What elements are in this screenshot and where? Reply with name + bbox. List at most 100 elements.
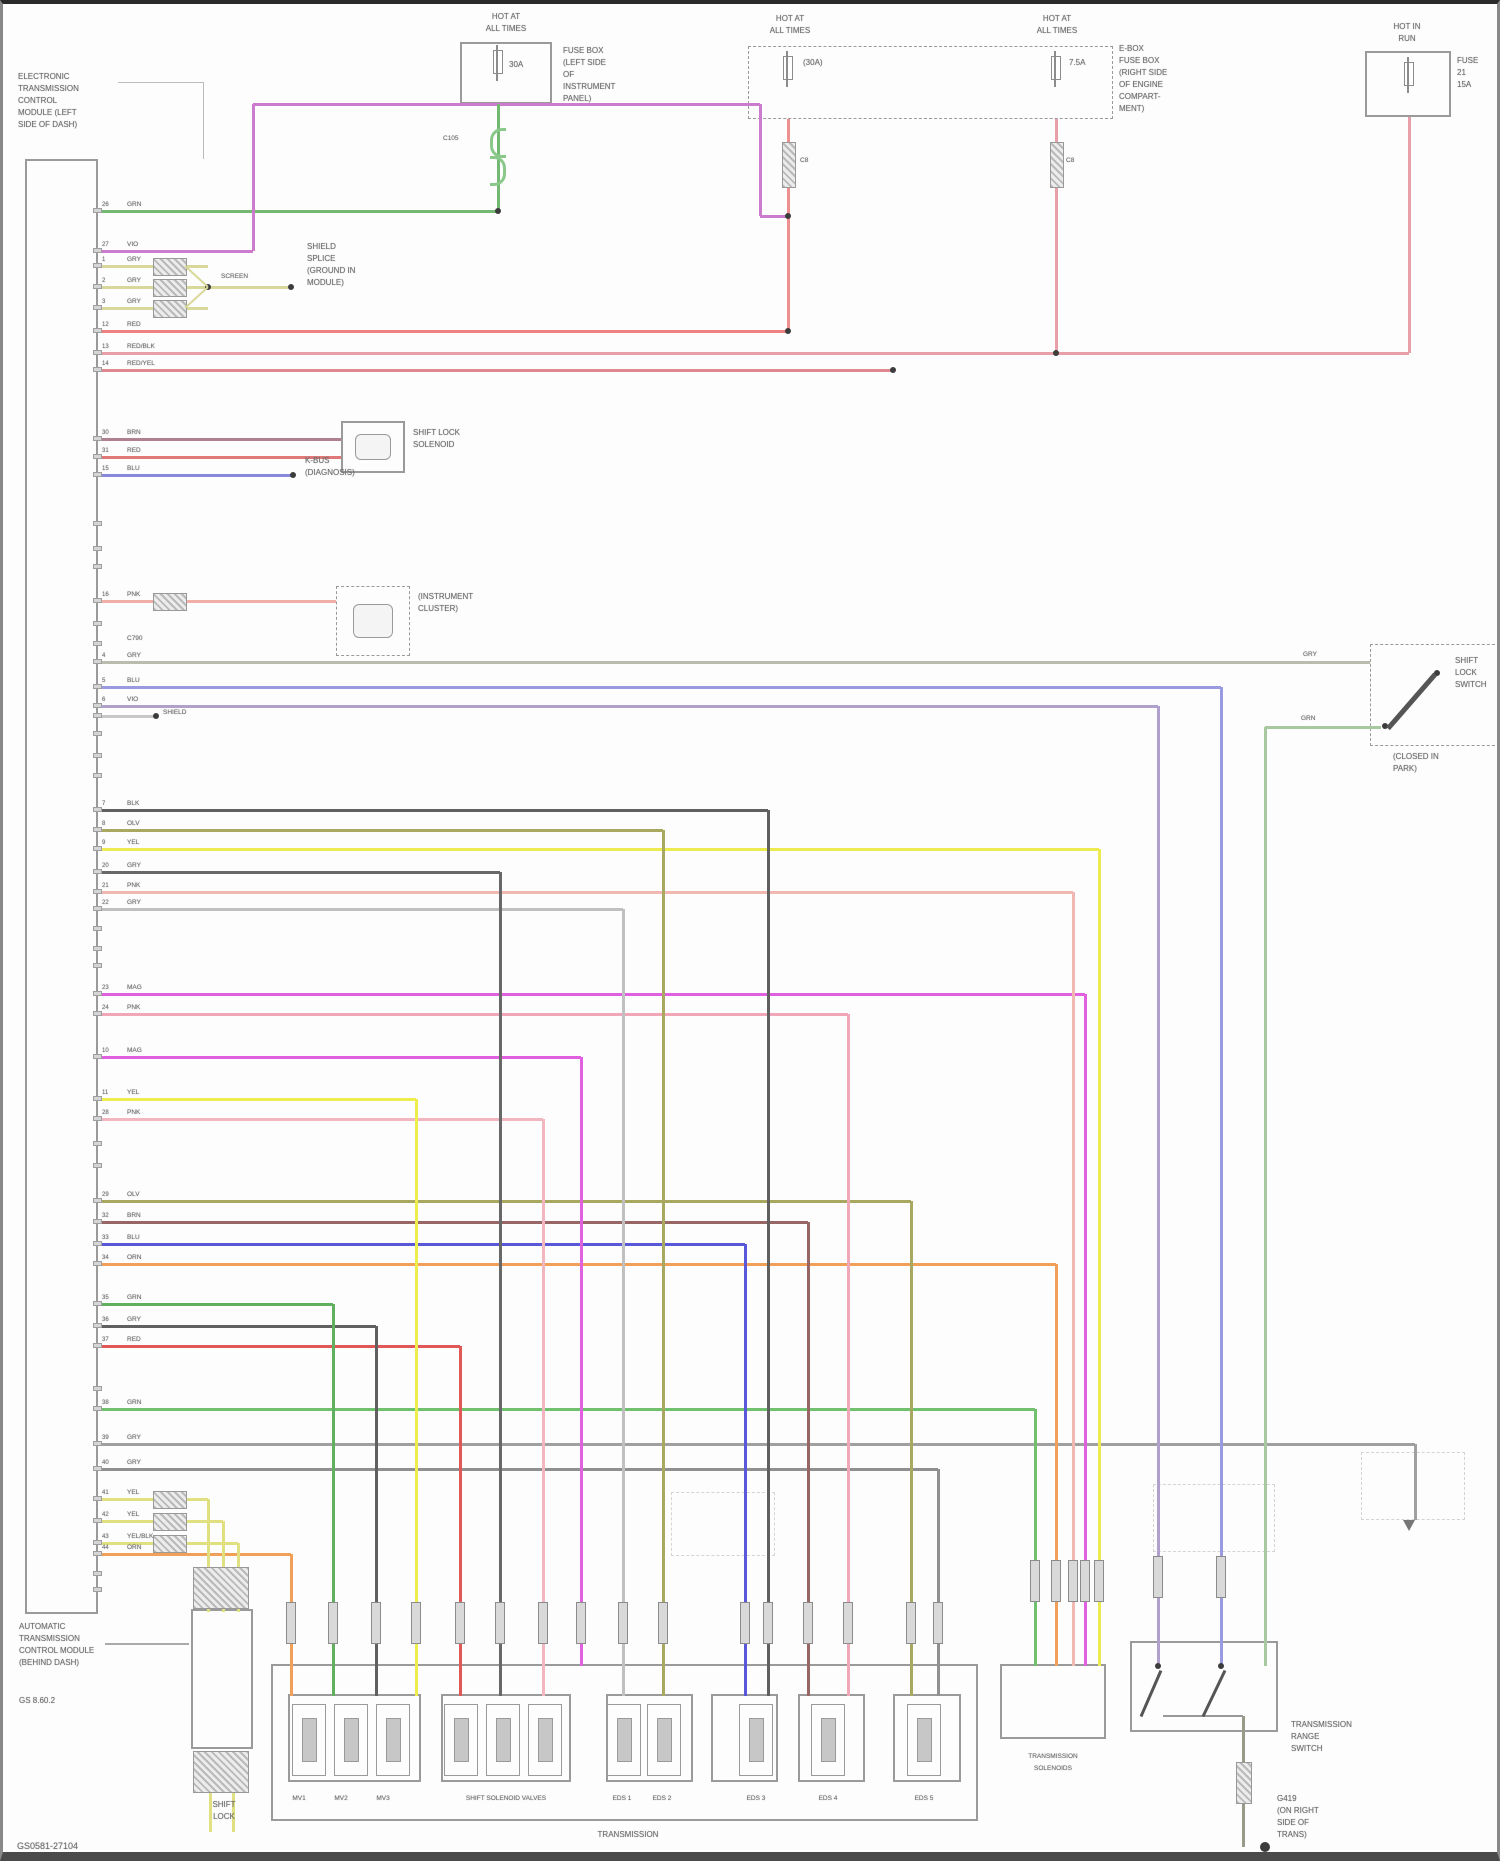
diagram-label: ALL TIMES [1036, 26, 1078, 35]
pin-number: 26 [102, 202, 109, 208]
diagram-label: ALL TIMES [485, 24, 527, 33]
diagram-label: EDS 4 [818, 1795, 838, 1802]
pin-number: 24 [102, 1005, 109, 1011]
wire [105, 1643, 189, 1645]
connector-pin-tick [93, 1323, 102, 1328]
terminal [538, 1602, 548, 1644]
terminal [843, 1602, 853, 1644]
component-box [1370, 644, 1497, 746]
connector-pin-tick [93, 684, 102, 689]
wire [1054, 1264, 1058, 1666]
diagram-label: 21 [1457, 68, 1466, 77]
pin-number: 8 [102, 821, 106, 827]
junction-dot [1260, 1842, 1270, 1852]
wire [98, 1097, 416, 1101]
pin-number: 3 [102, 299, 106, 305]
terminal [618, 1602, 628, 1644]
diagram-label: FUSE [1457, 56, 1479, 65]
diagram-label: C8 [1066, 157, 1075, 164]
wire-color-label: BLK [127, 800, 140, 807]
wire [98, 714, 156, 718]
wire-color-label: BRN [127, 1212, 141, 1219]
diagram-label: MODULE) [307, 278, 344, 287]
pin-number: 35 [102, 1295, 109, 1301]
inline-connector [153, 1491, 187, 1509]
wire [98, 1467, 938, 1471]
pin-number: 10 [102, 1048, 109, 1054]
diagram-label: PARK) [1393, 764, 1417, 773]
connector-pin-tick [93, 1054, 102, 1059]
solenoid-symbol [647, 1704, 681, 1776]
fuse-symbol [1404, 57, 1414, 93]
diagram-label: SIDE OF DASH) [18, 120, 78, 129]
wire [221, 1521, 225, 1612]
direction-arrow-icon [1403, 1520, 1415, 1531]
junction-dot [1155, 1663, 1161, 1669]
terminal [1080, 1560, 1090, 1602]
connector-pin-tick [93, 1116, 102, 1121]
connector-pin-tick [93, 703, 102, 708]
component-inner [353, 604, 393, 638]
wire-color-label: GRY [127, 1316, 141, 1323]
wire [98, 808, 768, 812]
inline-connector [153, 279, 187, 297]
wire [758, 104, 762, 216]
diagram-label: SCREEN [221, 273, 249, 280]
connector-pin-tick [93, 248, 102, 253]
pin-number: 21 [102, 883, 109, 889]
diagram-label: LOCK [213, 1812, 235, 1821]
diagram-label: MV2 [334, 1795, 348, 1802]
connector-pin-tick [93, 1518, 102, 1523]
wire-color-label: ORN [127, 1544, 142, 1551]
wire [1407, 117, 1411, 353]
diagram-label: C790 [127, 635, 143, 642]
connector-pin-tick [93, 807, 102, 812]
pin-number: 23 [102, 985, 109, 991]
diagram-label: SIDE OF [1277, 1818, 1310, 1827]
pin-number: 28 [102, 1110, 109, 1116]
wire [1263, 727, 1267, 1666]
component-box [25, 159, 98, 1614]
wire [1413, 1444, 1417, 1520]
part-number: GS0581-27104 [17, 1841, 79, 1851]
wire [458, 1346, 462, 1696]
wire [98, 1055, 581, 1059]
junction-dot [290, 472, 296, 478]
terminal [1216, 1556, 1226, 1598]
pin-number: 34 [102, 1255, 109, 1261]
terminal [1068, 1560, 1078, 1602]
wire-color-label: RED/YEL [127, 360, 155, 367]
connector-pin-tick [93, 713, 102, 718]
wire [98, 1552, 291, 1556]
diagram-label: CONTROL MODULE [19, 1646, 95, 1655]
diagram-label: EDS 3 [746, 1795, 766, 1802]
wire-color-label: GRN [127, 1294, 142, 1301]
wire [251, 104, 255, 251]
component-box [441, 1694, 571, 1782]
terminal [933, 1602, 943, 1644]
wire [98, 329, 788, 333]
diagram-label: HOT AT [1042, 14, 1072, 23]
connector-pin-tick [93, 621, 102, 626]
wire-color-label: GRY [127, 862, 141, 869]
connector-pin-tick [93, 546, 102, 551]
wire [1241, 1716, 1245, 1764]
diagram-label: OF ENGINE [1119, 80, 1164, 89]
wire [98, 1302, 333, 1306]
wire-color-label: GRY [127, 298, 141, 305]
terminal [411, 1602, 421, 1644]
wire-color-label: YEL [127, 1089, 140, 1096]
junction-dot [288, 284, 294, 290]
terminal [1094, 1560, 1104, 1602]
wire [98, 368, 893, 372]
wire [621, 909, 625, 1696]
diagram-label: E-BOX [1119, 44, 1144, 53]
pin-number: 41 [102, 1490, 109, 1496]
wire [98, 1012, 848, 1016]
wire [1071, 892, 1075, 1666]
wire-color-label: VIO [127, 696, 139, 703]
terminal [906, 1602, 916, 1644]
ghost-component-box [1361, 1452, 1465, 1520]
connector-pin-tick [93, 1406, 102, 1411]
